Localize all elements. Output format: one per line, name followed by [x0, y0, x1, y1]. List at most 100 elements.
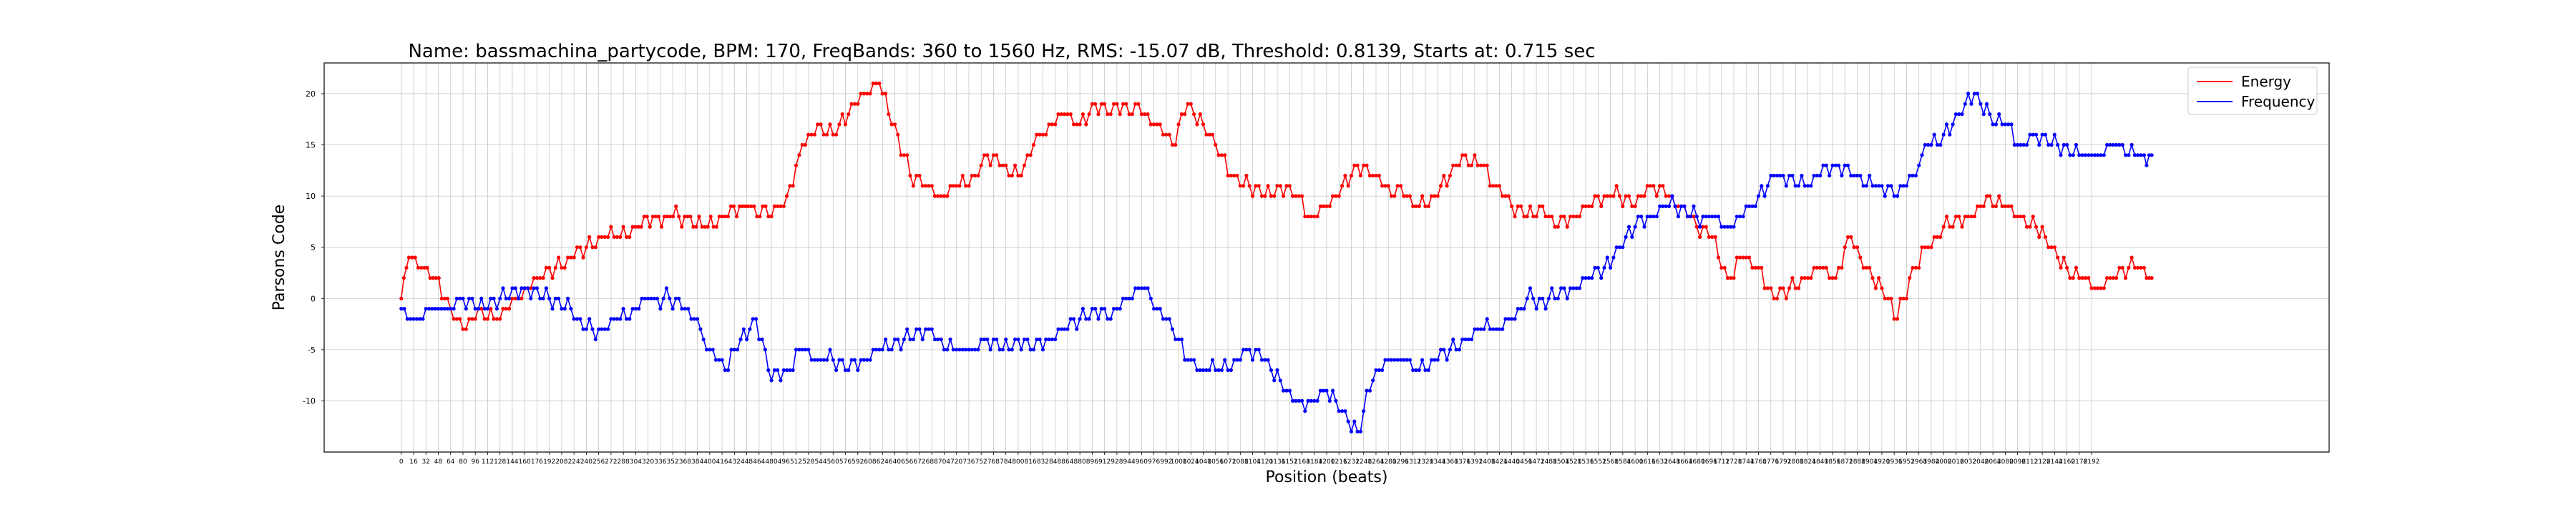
- x-tick-label: 1216: [1331, 458, 1347, 466]
- x-tick-label: 96: [472, 458, 480, 466]
- data-point-energy: [708, 215, 713, 219]
- data-point-energy: [1059, 112, 1063, 117]
- x-tick-label: 2016: [1948, 458, 1964, 466]
- data-point-frequency: [1331, 388, 1335, 393]
- data-point-energy: [955, 184, 959, 188]
- data-point-frequency: [711, 348, 715, 352]
- data-point-energy: [1994, 204, 1998, 208]
- data-point-energy: [1407, 194, 1412, 198]
- data-point-frequency: [2096, 153, 2100, 157]
- data-point-energy: [806, 132, 811, 137]
- data-point-energy: [932, 194, 937, 198]
- data-point-frequency: [2028, 132, 2032, 137]
- data-point-frequency: [692, 317, 696, 321]
- x-tick-label: 2032: [1960, 458, 1976, 466]
- data-point-frequency: [1944, 122, 1949, 127]
- x-tick-label: 2064: [1985, 458, 2001, 466]
- data-point-energy: [1756, 265, 1761, 270]
- data-point-frequency: [1374, 368, 1378, 373]
- data-point-frequency: [1621, 245, 1625, 250]
- data-point-frequency: [1760, 184, 1764, 188]
- data-point-frequency: [1420, 358, 1425, 362]
- data-point-energy: [557, 255, 561, 260]
- x-tick-label: 576: [839, 458, 852, 466]
- data-point-energy: [865, 92, 869, 96]
- data-point-energy: [1889, 296, 1893, 300]
- data-point-frequency: [1423, 368, 1428, 373]
- data-point-energy: [1692, 215, 1696, 219]
- data-point-energy: [1571, 215, 1576, 219]
- data-point-energy: [1284, 184, 1289, 188]
- data-point-frequency: [433, 307, 437, 311]
- data-point-energy: [1494, 184, 1498, 188]
- data-point-frequency: [670, 307, 675, 311]
- data-point-frequency: [2129, 142, 2134, 147]
- data-point-frequency: [834, 368, 839, 373]
- data-point-energy: [2129, 255, 2134, 260]
- data-point-energy: [2071, 276, 2075, 280]
- data-point-frequency: [1812, 173, 1816, 178]
- data-point-frequency: [1941, 132, 1946, 137]
- data-point-energy: [1303, 215, 1307, 219]
- x-tick-label: 1984: [1923, 458, 1939, 466]
- data-point-frequency: [837, 358, 841, 362]
- data-point-frequency: [1821, 163, 1825, 167]
- data-point-energy: [630, 225, 635, 229]
- data-point-energy: [1158, 122, 1162, 127]
- data-point-frequency: [939, 337, 943, 342]
- x-tick-label: 768: [987, 458, 1000, 466]
- data-point-frequency: [964, 348, 968, 352]
- y-axis-ticks: -10 -5 0 5 10 15 20: [303, 89, 324, 406]
- data-point-frequency: [1056, 327, 1060, 331]
- data-point-frequency: [748, 327, 752, 331]
- data-point-energy: [1775, 296, 1779, 300]
- data-point-frequency: [1506, 317, 1511, 321]
- data-point-energy: [1358, 173, 1362, 178]
- data-point-frequency: [1828, 173, 1832, 178]
- data-point-frequency: [560, 307, 564, 311]
- data-point-energy: [1929, 245, 1933, 250]
- data-point-energy: [1611, 194, 1616, 198]
- data-point-energy: [1796, 286, 1801, 290]
- x-tick-label: 2176: [2071, 458, 2087, 466]
- data-point-energy: [674, 204, 678, 208]
- data-point-frequency: [1210, 358, 1215, 362]
- x-tick-label: 1968: [1911, 458, 1927, 466]
- data-point-frequency: [1756, 194, 1761, 198]
- data-point-frequency: [439, 307, 444, 311]
- x-tick-label: 160: [519, 458, 531, 466]
- data-point-energy: [584, 245, 589, 250]
- data-point-energy: [1630, 204, 1634, 208]
- data-point-energy: [862, 92, 866, 96]
- x-tick-label: 1632: [1652, 458, 1668, 466]
- data-point-frequency: [871, 348, 875, 352]
- data-point-frequency: [2000, 122, 2004, 127]
- data-point-frequency: [1917, 163, 1921, 167]
- legend-label-energy: Energy: [2241, 73, 2291, 90]
- data-point-frequency: [970, 348, 974, 352]
- data-point-frequency: [1963, 102, 1967, 106]
- data-point-frequency: [1334, 398, 1338, 403]
- data-point-frequency: [646, 296, 650, 300]
- data-point-frequency: [2139, 153, 2143, 157]
- data-point-energy: [445, 296, 450, 300]
- data-point-frequency: [828, 348, 832, 352]
- data-point-frequency: [1223, 358, 1227, 362]
- data-point-frequency: [1358, 429, 1362, 434]
- data-point-energy: [1528, 204, 1533, 208]
- data-point-frequency: [1148, 296, 1153, 300]
- data-point-frequency: [405, 317, 410, 321]
- data-point-energy: [659, 225, 664, 229]
- data-point-frequency: [1275, 368, 1279, 373]
- data-point-energy: [697, 215, 701, 219]
- data-point-frequency: [1352, 419, 1357, 423]
- data-point-energy: [1821, 265, 1825, 270]
- data-point-frequency: [1584, 276, 1588, 280]
- x-tick-label: 1472: [1528, 458, 1545, 466]
- data-point-frequency: [1183, 358, 1187, 362]
- data-point-energy: [2077, 276, 2082, 280]
- data-point-energy: [1747, 255, 1752, 260]
- data-point-frequency: [2046, 142, 2051, 147]
- data-point-energy: [1438, 184, 1443, 188]
